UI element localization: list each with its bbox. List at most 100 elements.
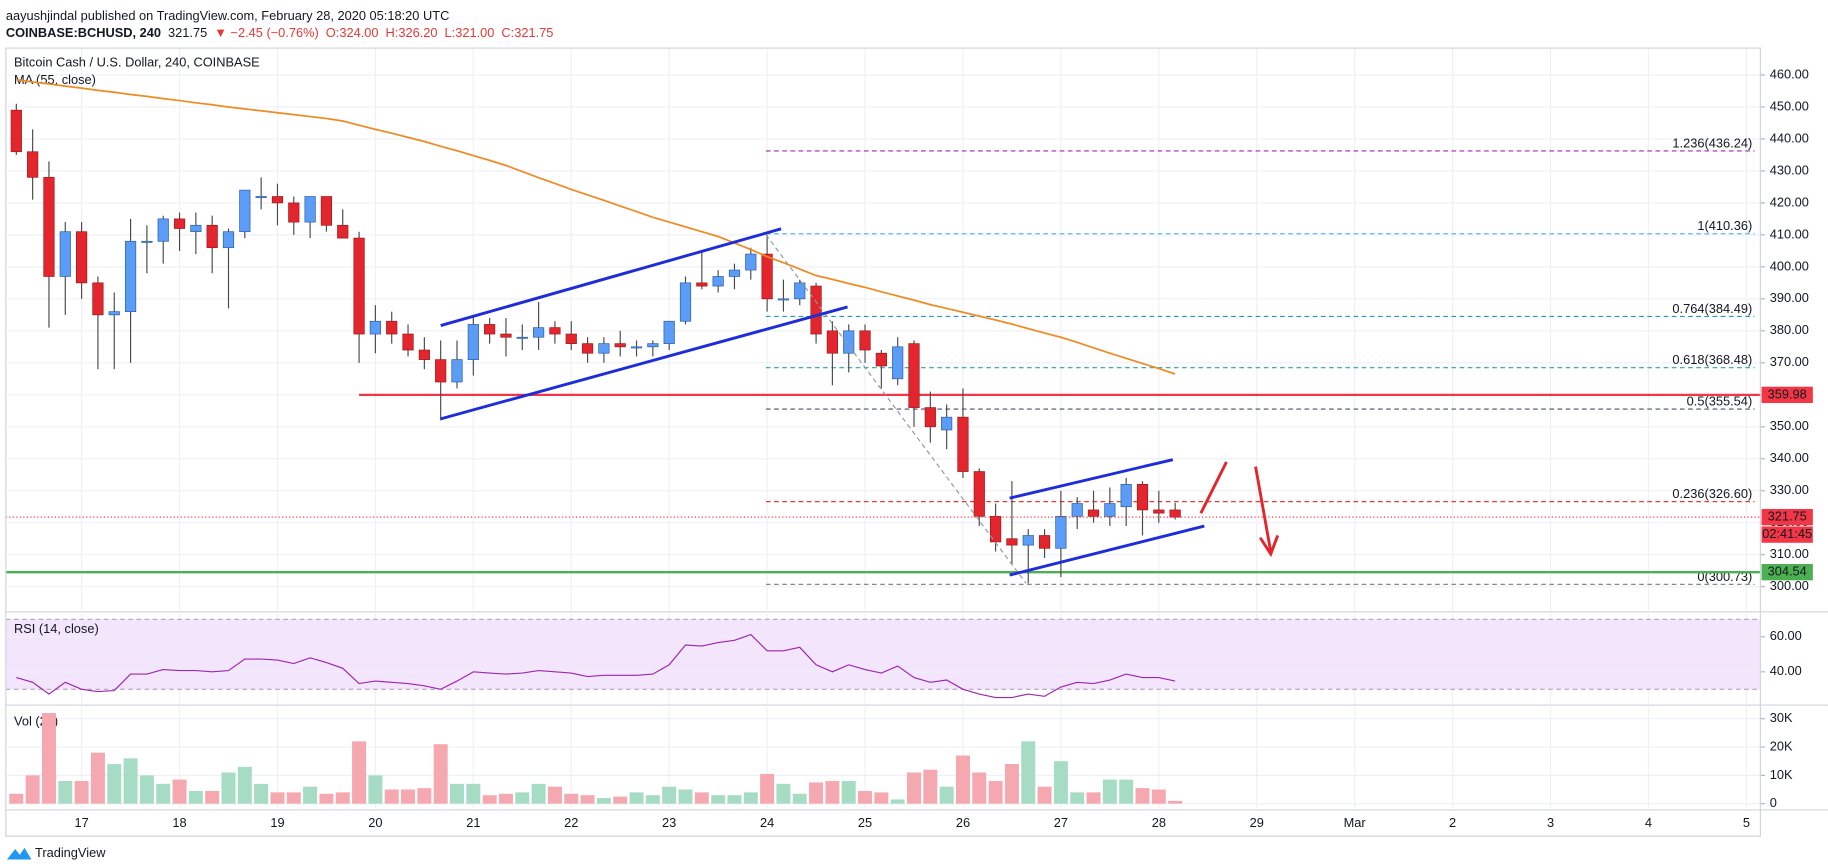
candle-body xyxy=(859,330,871,351)
candle-body xyxy=(124,240,137,312)
volume-bar xyxy=(923,769,938,804)
candle-body xyxy=(1120,483,1132,508)
volume-bar xyxy=(564,793,579,804)
symbol: COINBASE:BCHUSD, 240 xyxy=(6,26,161,41)
candle-body xyxy=(1006,538,1018,546)
volume-bar xyxy=(1151,789,1166,804)
candle-body xyxy=(386,320,398,335)
fib-label: 0.5(355.54) xyxy=(1687,393,1753,408)
volume-bar xyxy=(890,799,905,804)
publisher-line: aayushjindal published on TradingView.co… xyxy=(6,8,450,23)
candle-body xyxy=(337,224,349,239)
y-tick-label: 350.00 xyxy=(1770,418,1809,433)
volume-bar xyxy=(172,779,187,804)
volume-bar xyxy=(825,781,840,804)
volume-bar xyxy=(303,786,318,804)
candle-body xyxy=(271,196,284,204)
volume-bar xyxy=(939,786,954,804)
volume-bar xyxy=(760,773,775,804)
chart-frame xyxy=(5,47,1761,837)
volume-bar xyxy=(450,783,464,804)
x-tick-label: Mar xyxy=(1344,815,1367,830)
candle-body xyxy=(320,196,333,226)
level-label-box xyxy=(1761,564,1813,581)
candle-body xyxy=(908,343,920,408)
volume-bar xyxy=(25,775,40,804)
volume-bar xyxy=(645,795,660,804)
x-tick-label: 24 xyxy=(760,815,774,830)
x-tick-label: 21 xyxy=(466,815,480,830)
candle-body xyxy=(614,343,626,348)
ma-legend: MA (55, close) xyxy=(14,72,96,87)
channel-line xyxy=(440,305,848,421)
candle-body xyxy=(92,282,104,316)
candle-body xyxy=(206,224,218,249)
x-tick-label: 20 xyxy=(368,815,382,830)
y-tick-label: 380.00 xyxy=(1770,322,1809,337)
volume-bar xyxy=(1053,761,1068,804)
volume-bar xyxy=(270,792,285,804)
x-tick-label: 29 xyxy=(1250,815,1264,830)
fib-label: 1(410.36) xyxy=(1697,218,1752,233)
level-label-box xyxy=(1761,386,1813,404)
volume-bar xyxy=(678,789,693,804)
volume-bar xyxy=(727,795,742,804)
volume-bar xyxy=(319,793,334,804)
candle-body xyxy=(190,224,202,233)
x-tick-label: 2 xyxy=(1449,815,1456,830)
volume-bar xyxy=(1168,800,1183,804)
candle-body xyxy=(598,343,610,354)
close: C:321.75 xyxy=(501,26,553,41)
volume-bar xyxy=(221,772,236,804)
candle-body xyxy=(451,359,463,383)
volume-bar xyxy=(1037,786,1052,804)
volume-bar xyxy=(629,792,644,804)
candle-body xyxy=(1136,483,1149,511)
candle-body xyxy=(794,282,806,300)
y-tick-label: 30K xyxy=(1770,710,1793,725)
x-tick-label: 18 xyxy=(172,815,186,830)
countdown: 02:41:45 xyxy=(1762,526,1812,541)
volume-bar xyxy=(352,741,367,804)
volume-bar xyxy=(955,755,970,804)
candle-body xyxy=(973,471,985,517)
candle-body xyxy=(875,352,887,367)
candle-body xyxy=(647,343,659,348)
candle-body xyxy=(1153,509,1165,514)
volume-bar xyxy=(841,781,856,804)
x-tick-label: 19 xyxy=(270,815,284,830)
candle-body xyxy=(761,253,773,300)
y-tick-label: 370.00 xyxy=(1770,354,1809,369)
volume-bar xyxy=(874,792,889,804)
candle-body xyxy=(892,346,904,380)
volume-bar xyxy=(1119,779,1134,804)
volume-bar xyxy=(1102,779,1117,804)
candle-body xyxy=(157,218,169,242)
arrow-up-line xyxy=(1199,461,1228,514)
volume-bar xyxy=(792,793,807,804)
candle-body xyxy=(565,333,577,344)
y-tick-label: 10K xyxy=(1770,767,1793,782)
y-tick-label: 410.00 xyxy=(1770,226,1809,241)
volume-bar xyxy=(776,783,791,804)
volume-bar xyxy=(547,786,562,804)
candle-body xyxy=(712,276,724,287)
volume-bar xyxy=(384,789,399,804)
y-tick-label: 420.00 xyxy=(1770,194,1809,209)
candle-body xyxy=(826,330,838,354)
symbol-line: COINBASE:BCHUSD, 240 321.75 ▼ −2.45 (−0.76… xyxy=(6,26,554,41)
x-tick-label: 23 xyxy=(662,815,676,830)
last: 321.75 xyxy=(168,26,207,41)
fib-label: 1.236(436.24) xyxy=(1672,135,1752,150)
fib-label: 0(300.73) xyxy=(1697,569,1752,584)
footer: TradingView xyxy=(35,845,106,860)
volume-bar xyxy=(1004,764,1019,804)
candle-body xyxy=(1055,515,1067,549)
candle-body xyxy=(549,327,561,335)
candle-body xyxy=(1169,509,1181,518)
x-tick-label: 26 xyxy=(956,815,970,830)
candle-body xyxy=(239,189,251,233)
y-tick-label: 450.00 xyxy=(1770,98,1809,113)
volume-bar xyxy=(90,752,105,804)
